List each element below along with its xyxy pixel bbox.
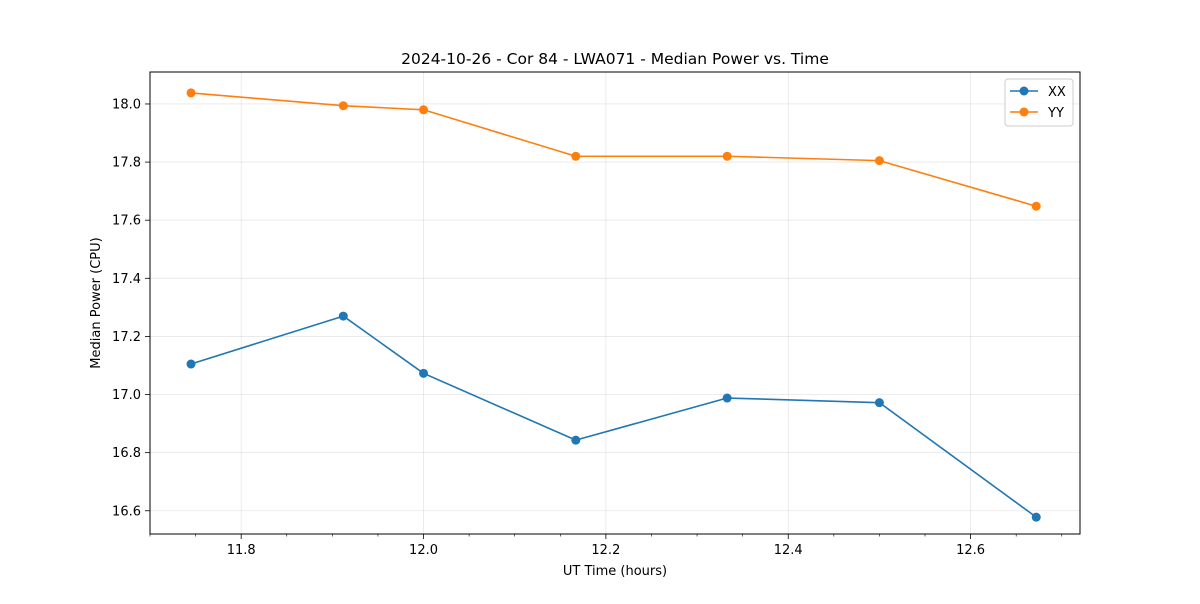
data-point-yy <box>338 101 348 111</box>
x-tick-label: 12.4 <box>774 543 803 558</box>
data-point-xx <box>1031 512 1041 522</box>
data-point-yy <box>722 151 732 161</box>
y-tick-label: 17.2 <box>112 330 141 345</box>
data-point-yy <box>419 105 429 115</box>
data-point-xx <box>186 359 196 369</box>
data-point-yy <box>186 88 196 98</box>
data-point-xx <box>571 435 581 445</box>
legend-label-yy: YY <box>1047 106 1064 121</box>
y-tick-label: 16.6 <box>112 504 141 519</box>
y-tick-label: 18.0 <box>112 97 141 112</box>
legend: XX YY <box>1004 78 1074 127</box>
data-point-xx <box>874 398 884 408</box>
legend-marker-xx <box>1019 86 1029 96</box>
data-point-yy <box>571 151 581 161</box>
y-tick-label: 16.8 <box>112 446 141 461</box>
x-axis-label: UT Time (hours) <box>563 564 667 579</box>
series-layer <box>186 88 1041 522</box>
data-point-xx <box>338 311 348 321</box>
y-tick-label: 17.8 <box>112 156 141 171</box>
legend-marker-yy <box>1019 107 1029 117</box>
y-tick-label: 17.6 <box>112 214 141 229</box>
data-point-yy <box>1031 201 1041 211</box>
plot-frame <box>149 71 1081 535</box>
y-tick-label: 17.0 <box>112 388 141 403</box>
chart-title: 2024-10-26 - Cor 84 - LWA071 - Median Po… <box>401 50 829 68</box>
x-tick-label: 11.8 <box>227 543 256 558</box>
y-axis-label: Median Power (CPU) <box>89 237 104 368</box>
legend-label-xx: XX <box>1048 85 1066 100</box>
x-tick-label: 12.6 <box>956 543 985 558</box>
x-tick-label: 12.0 <box>409 543 438 558</box>
data-point-yy <box>874 156 884 166</box>
data-point-xx <box>722 393 732 403</box>
x-tick-label: 12.2 <box>591 543 620 558</box>
data-point-xx <box>419 368 429 378</box>
grid-layer <box>150 72 1080 534</box>
tick-layer: 11.8 12.0 12.2 12.4 12.6 16.6 16.8 17.0 17.2 17.4… <box>112 97 1063 558</box>
y-tick-label: 17.4 <box>112 272 141 287</box>
